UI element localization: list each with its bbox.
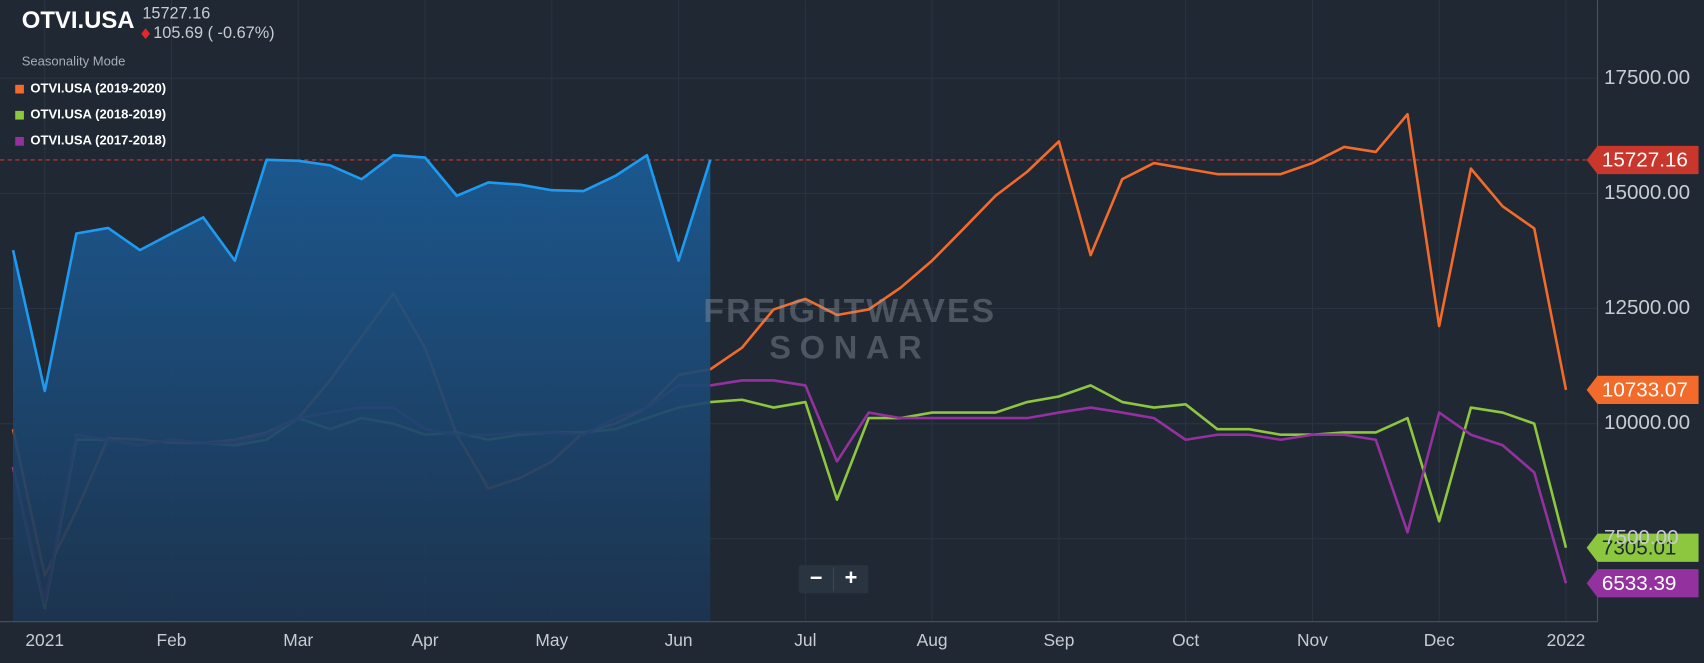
y-tick-label: 12500.00 — [1604, 296, 1690, 319]
value-badge-label: 10733.07 — [1602, 378, 1688, 401]
y-tick-label: 10000.00 — [1604, 411, 1690, 434]
value-badge-label: 6533.39 — [1602, 572, 1677, 595]
legend-swatch — [15, 136, 24, 146]
last-price: 15727.16 — [142, 4, 210, 22]
value-badge-label: 7305.01 — [1602, 536, 1677, 559]
y-tick-label: 7500.00 — [1604, 526, 1679, 549]
x-tick-label: Feb — [157, 630, 187, 650]
x-tick-label: Oct — [1172, 630, 1199, 650]
last-value-badges: 15727.16 10733.07 7305.01 6533.39 — [1586, 145, 1699, 598]
x-tick-label: 2021 — [25, 630, 64, 650]
legend-label: OTVI.USA (2017-2018) — [30, 133, 166, 148]
x-tick-label: May — [535, 630, 568, 650]
legend: OTVI.USA (2019-2020) OTVI.USA (2018-2019)… — [15, 81, 166, 148]
x-tick-label: Aug — [917, 630, 948, 650]
zoom-in-button[interactable]: + — [845, 565, 858, 590]
x-tick-label: Jun — [665, 630, 693, 650]
zoom-out-button[interactable]: − — [810, 565, 823, 590]
value-badge — [1586, 569, 1699, 598]
line — [11, 153, 712, 393]
plot — [0, 112, 1587, 622]
legend-label: OTVI.USA (2019-2020) — [30, 81, 166, 96]
legend-swatch — [15, 84, 24, 94]
x-tick-label: Dec — [1424, 630, 1455, 650]
watermark-text: FREIGHTWAVES — [703, 293, 996, 330]
x-tick-label: Mar — [283, 630, 313, 650]
watermark-text: SONAR — [769, 329, 930, 366]
x-tick-label: 2022 — [1547, 630, 1586, 650]
value-badge — [1586, 145, 1699, 175]
x-tick-label: Nov — [1297, 630, 1328, 650]
y-tick-label: 17500.00 — [1604, 66, 1690, 89]
price-change: 105.69 ( -0.67%) — [153, 24, 274, 42]
x-tick-label: Apr — [412, 630, 439, 650]
legend-swatch — [15, 110, 24, 120]
value-badge — [1586, 375, 1699, 405]
subtitle: Seasonality Mode — [22, 53, 126, 68]
chart-title: OTVI.USA — [22, 7, 135, 34]
value-badge-label: 15727.16 — [1602, 148, 1688, 171]
x-tick-label: Sep — [1043, 630, 1074, 650]
x-tick-label: Jul — [794, 630, 816, 650]
legend-label: OTVI.USA (2018-2019) — [30, 107, 166, 122]
y-tick-label: 15000.00 — [1604, 181, 1690, 204]
watermark: FREIGHTWAVES SONAR — [703, 293, 996, 366]
value-badge — [1586, 533, 1699, 562]
zoom-controls: − + — [798, 565, 869, 594]
area — [13, 155, 711, 622]
